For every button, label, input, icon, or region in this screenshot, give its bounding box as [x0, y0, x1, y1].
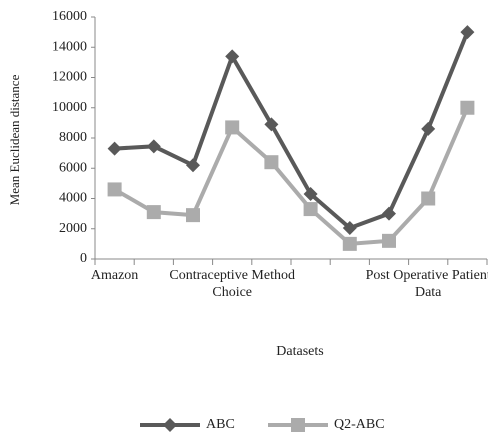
- legend-label: Q2-ABC: [334, 417, 385, 432]
- data-point: [186, 158, 200, 173]
- data-point: [225, 49, 240, 64]
- y-axis-title: Mean Euclidean distance: [7, 74, 22, 205]
- data-point: [342, 220, 357, 235]
- data-point: [225, 120, 240, 135]
- y-tick-label: 2000: [59, 221, 87, 236]
- data-point: [186, 208, 200, 223]
- y-tick-label: 4000: [59, 191, 87, 206]
- y-tick-label: 12000: [52, 70, 87, 85]
- data-point: [421, 121, 436, 136]
- data-point: [460, 100, 475, 115]
- data-point: [303, 202, 318, 217]
- data-point: [460, 25, 475, 40]
- y-tick-label: 16000: [52, 9, 87, 24]
- x-axis-title: Datasets: [276, 344, 323, 359]
- y-tick-label: 6000: [59, 160, 87, 175]
- data-point: [146, 205, 161, 220]
- data-point: [107, 182, 122, 197]
- data-point: [107, 141, 122, 156]
- series-line: [113, 106, 470, 246]
- legend-marker: [291, 418, 305, 432]
- data-point: [264, 155, 279, 170]
- y-tick-label: 0: [80, 251, 87, 266]
- legend-marker: [163, 418, 177, 432]
- y-tick-label: 14000: [52, 39, 87, 54]
- data-point: [342, 236, 357, 251]
- data-point: [146, 139, 161, 154]
- x-tick-label: Amazon: [90, 268, 139, 283]
- y-tick-label: 8000: [59, 130, 87, 145]
- data-point: [421, 191, 436, 206]
- data-point: [382, 233, 396, 248]
- data-point: [264, 117, 279, 132]
- x-tick-label: Contraceptive Method Choice: [169, 268, 295, 300]
- legend-label: ABC: [206, 417, 235, 432]
- series-line: [114, 31, 470, 231]
- y-tick-label: 10000: [52, 100, 87, 115]
- x-tick-label: Post Operative Patient Data: [365, 268, 488, 300]
- data-point: [382, 206, 396, 221]
- data-point: [303, 186, 318, 201]
